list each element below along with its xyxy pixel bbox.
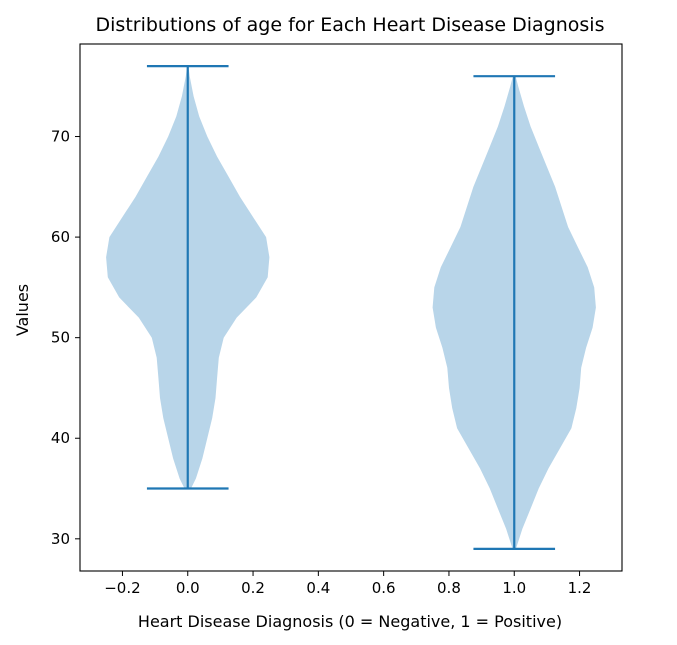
x-tick-label: 0.4 xyxy=(306,579,330,597)
x-tick-label: 1.0 xyxy=(502,579,526,597)
axes-frame xyxy=(79,43,623,572)
y-axis-ticks: 30 40 50 60 70 xyxy=(51,128,80,548)
x-tick-label: 0.2 xyxy=(241,579,265,597)
x-tick-label: 1.2 xyxy=(568,579,592,597)
plot-area xyxy=(106,65,596,550)
x-axis-ticks: −0.2 0.0 0.2 0.4 0.6 0.8 1.0 1.2 xyxy=(104,571,591,597)
x-tick-label: 0.6 xyxy=(372,579,396,597)
y-tick-label: 40 xyxy=(51,429,70,447)
y-tick-label: 70 xyxy=(51,128,70,146)
y-axis-label: Values xyxy=(13,284,32,336)
y-tick-label: 30 xyxy=(51,530,70,548)
x-tick-label: 0.0 xyxy=(176,579,200,597)
y-tick-label: 50 xyxy=(51,329,70,347)
chart-title: Distributions of age for Each Heart Dise… xyxy=(96,14,605,36)
x-axis-label: Heart Disease Diagnosis (0 = Negative, 1… xyxy=(138,612,562,631)
y-tick-label: 60 xyxy=(51,228,70,246)
x-tick-label: 0.8 xyxy=(437,579,461,597)
x-tick-label: −0.2 xyxy=(104,579,140,597)
